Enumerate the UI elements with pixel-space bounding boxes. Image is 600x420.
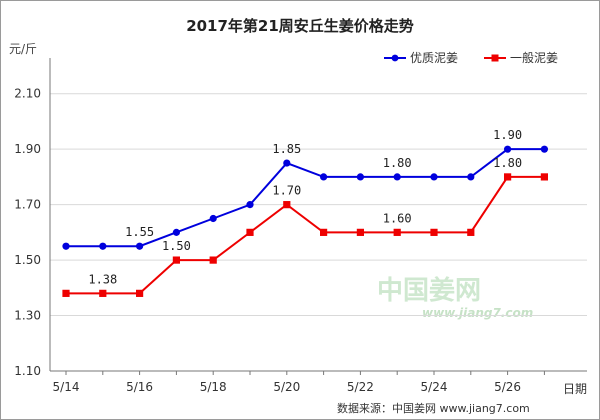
- x-tick-label: 5/18: [200, 380, 227, 394]
- data-point: [320, 173, 328, 181]
- data-point: [246, 228, 254, 236]
- legend-label: 一般泥姜: [510, 50, 558, 65]
- data-point: [172, 256, 180, 264]
- data-point: [504, 173, 512, 181]
- x-tick-label: 5/14: [53, 380, 80, 394]
- data-label: 1.60: [383, 211, 412, 225]
- legend: 优质泥姜 一般泥姜: [384, 50, 558, 65]
- y-tick-label: 1.30: [14, 309, 41, 323]
- chart-title: 2017年第21周安丘生姜价格走势: [186, 17, 414, 35]
- series-line-2: [66, 175, 545, 295]
- data-label: 1.50: [162, 239, 191, 253]
- series-line-1: [66, 148, 545, 248]
- x-tick-label: 5/26: [494, 380, 521, 394]
- data-point: [467, 228, 475, 236]
- x-tick-label: 5/16: [126, 380, 153, 394]
- data-label: 1.90: [493, 128, 522, 142]
- data-point: [172, 228, 180, 236]
- axes: [49, 58, 587, 375]
- x-tick-label: 5/24: [421, 380, 448, 394]
- data-point: [320, 228, 328, 236]
- grid-lines: [50, 93, 587, 317]
- data-label: 1.38: [88, 272, 117, 286]
- data-point: [62, 289, 70, 297]
- x-tick-label: 5/20: [273, 380, 300, 394]
- data-point: [393, 228, 401, 236]
- data-point: [540, 173, 548, 181]
- series-group: [62, 145, 549, 297]
- watermark-url: www.jiang7.com: [422, 306, 533, 320]
- data-label: 1.55: [125, 225, 154, 239]
- y-tick-label: 2.10: [14, 87, 41, 101]
- data-point: [246, 201, 254, 209]
- y-tick-label: 1.90: [14, 142, 41, 156]
- data-point: [540, 145, 549, 153]
- data-point: [393, 173, 401, 181]
- data-point: [209, 214, 217, 223]
- data-label: 1.80: [493, 156, 522, 170]
- x-tick-labels: 5/14 5/16 5/18 5/20 5/22 5/24 5/26: [53, 380, 522, 394]
- x-tick-label: 5/22: [347, 380, 374, 394]
- data-label: 1.85: [272, 142, 301, 156]
- data-point: [209, 256, 217, 264]
- data-label: 1.80: [383, 156, 412, 170]
- data-point: [136, 242, 144, 250]
- y-tick-label: 1.70: [14, 198, 41, 212]
- data-point: [467, 173, 475, 181]
- data-point: [430, 228, 438, 236]
- data-point: [356, 228, 364, 236]
- data-point: [430, 173, 438, 181]
- data-point: [283, 159, 291, 167]
- data-point: [136, 289, 144, 297]
- data-point: [99, 242, 107, 250]
- y-tick-label: 1.10: [14, 364, 41, 378]
- data-labels: 1.55 1.85 1.80 1.90 1.38 1.50 1.70 1.60 1.80: [88, 128, 522, 286]
- x-axis-label: 日期: [563, 382, 587, 396]
- legend-label: 优质泥姜: [410, 51, 458, 65]
- data-point: [356, 173, 364, 181]
- data-point: [283, 201, 291, 209]
- y-axis-unit: 元/斤: [9, 42, 37, 56]
- legend-marker: [491, 54, 499, 62]
- watermark: 中国姜网 www.jiang7.com: [377, 275, 533, 320]
- data-point: [504, 145, 512, 153]
- y-tick-label: 1.50: [14, 253, 41, 267]
- data-label: 1.70: [272, 184, 301, 198]
- data-point: [99, 289, 107, 297]
- legend-marker: [391, 54, 399, 62]
- watermark-text: 中国姜网: [377, 275, 481, 306]
- y-tick-labels: 1.10 1.30 1.50 1.70 1.90 2.10: [14, 87, 41, 378]
- source-note: 数据来源：中国姜网 www.jiang7.com: [337, 401, 530, 415]
- data-point: [62, 242, 70, 250]
